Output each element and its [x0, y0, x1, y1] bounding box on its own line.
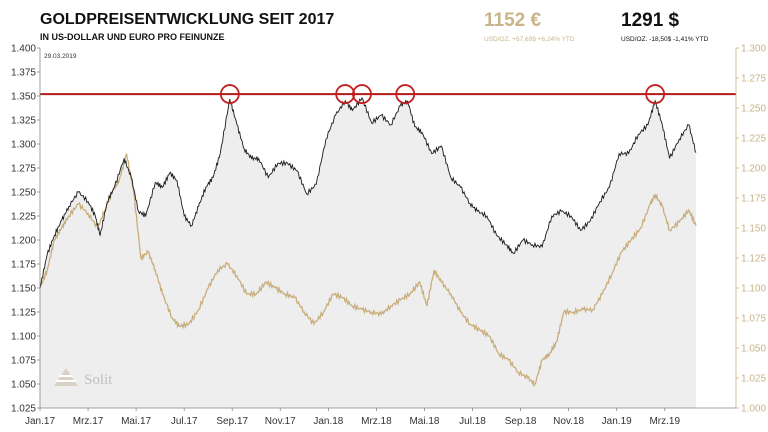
x-axis-tick-label: Mai.18	[409, 416, 439, 427]
usd-area-fill	[40, 97, 696, 409]
plot-area	[39, 84, 736, 409]
right-axis: 1.000 1.025 1.050 1.075 1.100 1.125 1.150 1.175…	[735, 44, 766, 415]
resistance-touch-markers	[219, 84, 666, 104]
right-axis-tick-label: 1.225	[741, 134, 766, 145]
left-axis-tick-label: 1.325	[11, 116, 36, 127]
resistance-touch-circle	[335, 84, 356, 104]
logo-text: Solit	[84, 372, 113, 388]
right-axis-tick-label: 1.100	[741, 284, 766, 295]
right-axis-tick-label: 1.200	[741, 164, 766, 175]
x-axis-tick-label: Nov.17	[265, 416, 296, 427]
chart-subtitle: IN US-DOLLAR UND EURO PRO FEINUNZE	[40, 32, 225, 42]
resistance-touch-circle	[395, 84, 416, 104]
left-axis-tick-label: 1.275	[11, 164, 36, 175]
left-axis-tick-label: 1.225	[11, 212, 36, 223]
left-axis: 1.025 1.050 1.075 1.100 1.125 1.150 1.175 1.200…	[11, 44, 41, 415]
x-axis-tick-label: Jan.17	[25, 416, 55, 427]
left-axis-tick-label: 1.150	[11, 284, 36, 295]
chart-title: GOLDPREISENTWICKLUNG SEIT 2017	[40, 11, 334, 28]
x-axis-tick-label: Jan.19	[602, 416, 632, 427]
left-axis-tick-label: 1.050	[11, 380, 36, 391]
chart-date: 29.03.2019	[44, 53, 77, 60]
x-axis-tick-label: Mrz.17	[73, 416, 104, 427]
resistance-touch-circle	[645, 84, 666, 104]
x-axis-tick-label: Jul.17	[171, 416, 198, 427]
right-axis-tick-label: 1.075	[741, 314, 766, 325]
x-axis: Jan.17 Mrz.17 Mai.17 Jul.17 Sep.17 Nov.17 Jan.…	[25, 407, 736, 427]
right-axis-tick-label: 1.250	[741, 104, 766, 115]
left-axis-tick-label: 1.025	[11, 404, 36, 415]
x-axis-tick-label: Jul.18	[459, 416, 486, 427]
right-axis-tick-label: 1.150	[741, 224, 766, 235]
usd-series	[39, 96, 697, 289]
usd-price: 1291 $	[621, 10, 680, 31]
right-axis-tick-label: 1.175	[741, 194, 766, 205]
left-axis-tick-label: 1.075	[11, 356, 36, 367]
resistance-touch-circle	[219, 84, 240, 104]
usd-area	[40, 97, 696, 409]
x-axis-tick-label: Mai.17	[121, 416, 151, 427]
left-axis-tick-label: 1.250	[11, 188, 36, 199]
right-axis-tick-label: 1.275	[741, 74, 766, 85]
x-axis-tick-label: Nov.18	[553, 416, 584, 427]
left-axis-tick-label: 1.300	[11, 140, 36, 151]
eur-line	[39, 153, 697, 388]
eur-series	[39, 153, 697, 388]
solit-logo: Solit	[54, 368, 113, 388]
right-axis-tick-label: 1.050	[741, 344, 766, 355]
left-axis-tick-label: 1.350	[11, 92, 36, 103]
eur-price: 1152 €	[484, 10, 541, 31]
eur-price-detail: USD/OZ. +67,69$ +6,24% YTD	[484, 36, 575, 43]
left-axis-tick-label: 1.375	[11, 68, 36, 79]
x-axis-tick-label: Mrz.19	[649, 416, 680, 427]
left-axis-tick-label: 1.175	[11, 260, 36, 271]
usd-line	[39, 96, 697, 289]
x-axis-tick-label: Sep.17	[216, 416, 248, 427]
right-axis-tick-label: 1.300	[741, 44, 766, 55]
pyramid-icon	[54, 368, 78, 386]
usd-price-detail: USD/OZ. -18,50$ -1,41% YTD	[621, 36, 709, 43]
left-axis-tick-label: 1.200	[11, 236, 36, 247]
resistance-touch-circle	[352, 84, 372, 104]
right-axis-tick-label: 1.125	[741, 254, 766, 265]
left-axis-tick-label: 1.100	[11, 332, 36, 343]
x-axis-tick-label: Sep.18	[505, 416, 537, 427]
x-axis-tick-label: Jan.18	[313, 416, 343, 427]
x-axis-tick-label: Mrz.18	[361, 416, 392, 427]
left-axis-tick-label: 1.400	[11, 44, 36, 55]
right-axis-tick-label: 1.000	[741, 404, 766, 415]
right-axis-tick-label: 1.025	[741, 374, 766, 385]
left-axis-tick-label: 1.125	[11, 308, 36, 319]
